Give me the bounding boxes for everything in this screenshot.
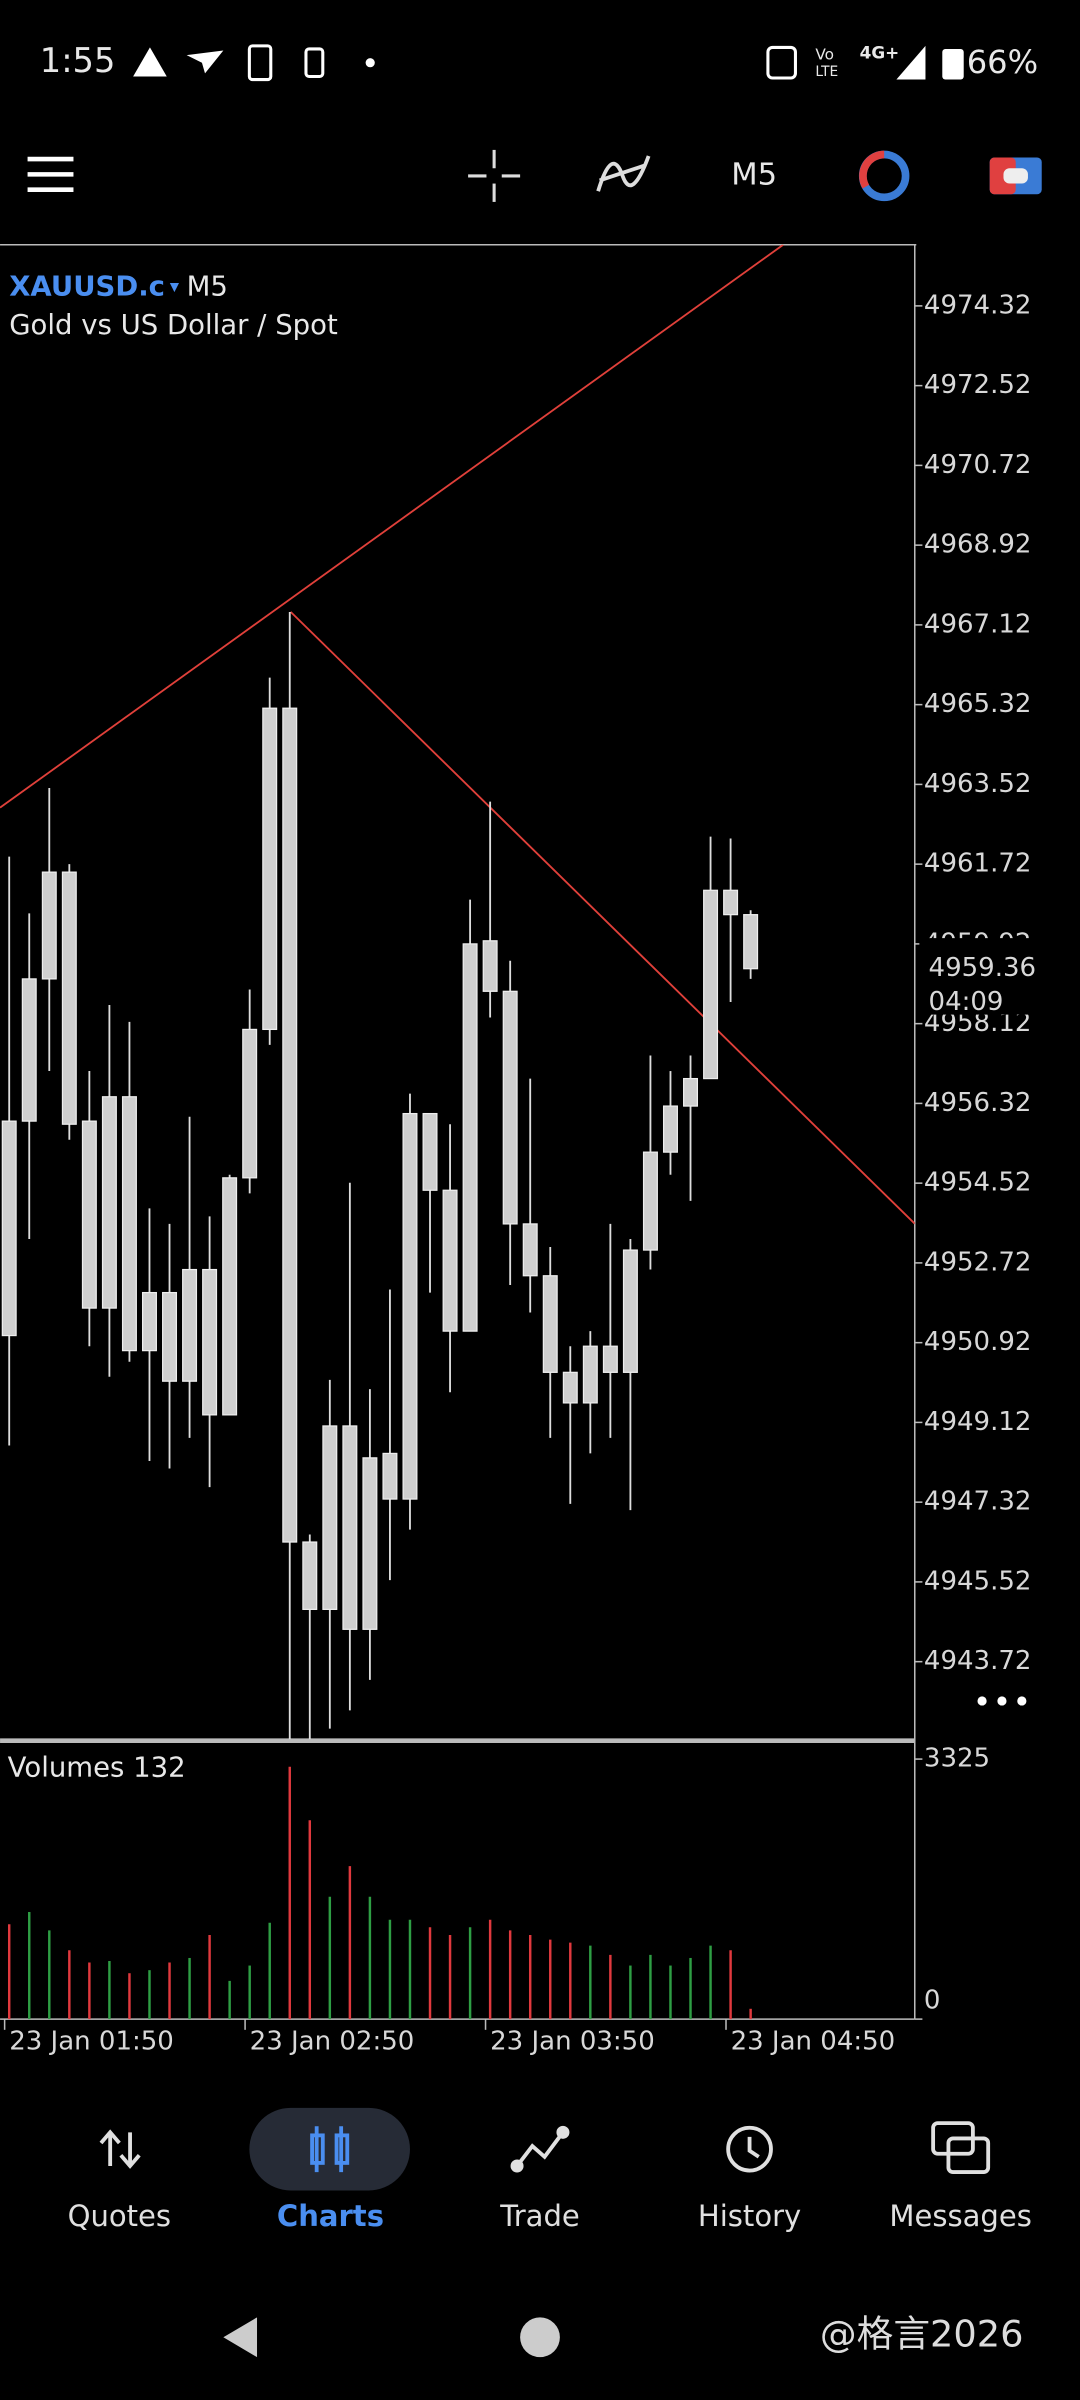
y-tick-label: 4950.92 bbox=[924, 1327, 1032, 1357]
trendline bbox=[0, 244, 784, 809]
candle-body bbox=[382, 1452, 398, 1500]
candle-body bbox=[683, 1077, 699, 1107]
y-tick-label: 4961.72 bbox=[924, 849, 1032, 879]
candle-body bbox=[502, 990, 518, 1225]
candle-body bbox=[242, 1028, 258, 1179]
candle-body bbox=[81, 1120, 97, 1309]
nav-label[interactable]: Messages bbox=[889, 2199, 1031, 2233]
candle-body bbox=[642, 1151, 658, 1251]
x-tick-label: 23 Jan 02:50 bbox=[250, 2027, 415, 2057]
chart-frame bbox=[0, 243, 917, 2020]
y-tick-label: 4972.52 bbox=[924, 370, 1032, 400]
trade-button[interactable] bbox=[989, 157, 1042, 195]
y-tick-label: 4963.52 bbox=[924, 769, 1032, 799]
y-tick-label: 4954.52 bbox=[924, 1168, 1032, 1198]
candle-body bbox=[162, 1291, 178, 1382]
candle-body bbox=[182, 1268, 198, 1382]
candle-body bbox=[462, 943, 478, 1332]
x-tick-label: 23 Jan 01:50 bbox=[9, 2027, 174, 2057]
candle-body bbox=[1, 1120, 17, 1337]
candle-body bbox=[362, 1457, 378, 1630]
x-tick-label: 23 Jan 03:50 bbox=[490, 2027, 655, 2057]
candle-body bbox=[542, 1275, 558, 1373]
volume-tick-label: 0 bbox=[924, 1985, 941, 2015]
candle-body bbox=[422, 1112, 438, 1191]
y-tick-label: 4967.12 bbox=[924, 609, 1032, 639]
svg-text:Vo: Vo bbox=[815, 46, 834, 64]
nav-icons bbox=[99, 2121, 991, 2174]
candle-body bbox=[121, 1096, 137, 1352]
y-tick-label: 4949.12 bbox=[924, 1407, 1032, 1437]
plot-area bbox=[0, 244, 915, 1740]
watermark: @格言2026 bbox=[820, 2312, 1024, 2355]
y-tick-label: 4974.32 bbox=[924, 290, 1032, 320]
candle-body bbox=[743, 914, 759, 970]
y-tick-label: 4952.72 bbox=[924, 1247, 1032, 1277]
candle-body bbox=[322, 1425, 338, 1610]
current-price: 4959.36 bbox=[929, 953, 1037, 983]
y-tick-label: 4968.92 bbox=[924, 530, 1032, 560]
candle-body bbox=[282, 707, 298, 1543]
clock-button[interactable] bbox=[858, 150, 910, 202]
price-box bbox=[919, 938, 1080, 1015]
back-button[interactable] bbox=[223, 2317, 258, 2358]
candle-body bbox=[723, 889, 739, 916]
x-tick-label: 23 Jan 04:50 bbox=[731, 2027, 896, 2057]
candle-body bbox=[482, 940, 498, 992]
candle-body bbox=[41, 871, 57, 980]
candle-body bbox=[442, 1189, 458, 1332]
volume-title: Volumes 132 bbox=[8, 1751, 186, 1783]
candle-body bbox=[703, 889, 719, 1080]
status-battery: 66% bbox=[967, 43, 1038, 81]
candle-body bbox=[522, 1223, 538, 1277]
y-tick-label: 4947.32 bbox=[924, 1487, 1032, 1517]
nav-active-bg bbox=[249, 2107, 410, 2191]
candle-body bbox=[562, 1371, 578, 1404]
nav-label[interactable]: Charts bbox=[277, 2199, 384, 2233]
trendline bbox=[290, 611, 915, 1225]
countdown: 04:09 bbox=[929, 987, 1004, 1017]
nav-label[interactable]: Quotes bbox=[68, 2199, 171, 2233]
indicators-button[interactable] bbox=[596, 155, 651, 192]
candle-body bbox=[602, 1345, 618, 1373]
candle-body bbox=[402, 1112, 418, 1500]
candle-body bbox=[662, 1105, 678, 1153]
y-tick-label: 4956.32 bbox=[924, 1088, 1032, 1118]
candle-body bbox=[141, 1291, 157, 1352]
candle-body bbox=[61, 871, 77, 1125]
more-button[interactable] bbox=[977, 1696, 1027, 1706]
symbol-dropdown[interactable] bbox=[169, 282, 180, 293]
candle-body bbox=[262, 707, 278, 1031]
y-tick-label: 4965.32 bbox=[924, 689, 1032, 719]
chart-timeframe: M5 bbox=[187, 271, 228, 303]
status-time: 1:55 bbox=[40, 41, 116, 80]
chart-description: Gold vs US Dollar / Spot bbox=[9, 309, 338, 341]
candle-body bbox=[622, 1249, 638, 1373]
y-tick-label: 4945.52 bbox=[924, 1566, 1032, 1596]
candle-body bbox=[342, 1425, 358, 1630]
nav-label[interactable]: History bbox=[698, 2199, 801, 2233]
crosshair-button[interactable] bbox=[468, 149, 521, 202]
candle-body bbox=[101, 1096, 117, 1309]
timeframe-button[interactable]: M5 bbox=[731, 157, 777, 192]
status-network: 4G+ bbox=[860, 43, 900, 63]
y-tick-label: 4970.72 bbox=[924, 450, 1032, 480]
home-button[interactable] bbox=[520, 2317, 560, 2358]
candle-body bbox=[222, 1177, 238, 1416]
candle-body bbox=[21, 978, 37, 1122]
nav-label[interactable]: Trade bbox=[499, 2199, 580, 2233]
symbol[interactable]: XAUUSD.c bbox=[9, 271, 165, 303]
y-tick-label: 4943.72 bbox=[924, 1646, 1032, 1676]
candle-body bbox=[582, 1345, 598, 1404]
volume-tick-label: 3325 bbox=[924, 1744, 990, 1774]
candle-body bbox=[202, 1268, 218, 1416]
candle-body bbox=[302, 1541, 318, 1610]
svg-text:LTE: LTE bbox=[815, 64, 838, 80]
menu-button[interactable] bbox=[27, 156, 74, 192]
